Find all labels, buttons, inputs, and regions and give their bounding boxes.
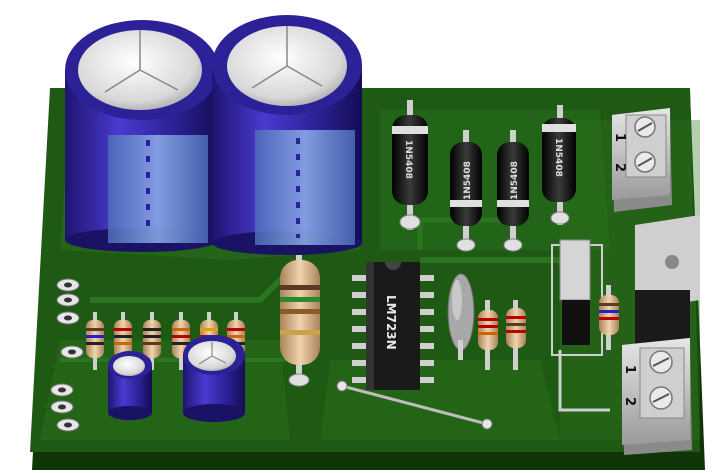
wire-jumper — [336, 380, 493, 430]
electrolytic-capacitor-large-1 — [65, 20, 220, 252]
electrolytic-capacitor-large-2 — [212, 15, 362, 255]
diode-4-label: 1N5408 — [553, 138, 563, 177]
film-capacitor — [447, 273, 475, 360]
diode-4: 1N5408 — [542, 105, 576, 225]
ic-label: LM723N — [384, 295, 398, 350]
dip-ic: LM723N — [352, 262, 434, 390]
diode-3: 1N5408 — [497, 130, 529, 252]
voltage-regulator — [635, 215, 700, 365]
resistor-large — [280, 255, 320, 387]
screw-terminal-top: 1 2 — [612, 108, 672, 212]
resistor-r5 — [114, 312, 132, 370]
resistor-r3 — [599, 285, 619, 350]
screw-terminal-bottom: 1 2 — [622, 338, 692, 455]
ic-pins-right — [418, 275, 434, 383]
power-transistor — [551, 239, 610, 412]
diode-1-label: 1N5408 — [403, 140, 413, 179]
diode-2: 1N5408 — [450, 130, 482, 252]
resistor-r4 — [86, 312, 104, 370]
resistor-r2 — [506, 300, 526, 370]
terminal-bottom-pin1: 1 — [622, 365, 637, 374]
terminal-bottom-pin2: 2 — [622, 397, 637, 406]
electrolytic-capacitor-small-2 — [183, 335, 245, 422]
diode-3-label: 1N5408 — [510, 161, 520, 200]
resistor-r1 — [478, 300, 498, 370]
diode-1: 1N5408 — [392, 100, 428, 230]
electrolytic-capacitor-small-1 — [108, 351, 152, 420]
ic-pins-left — [352, 275, 368, 383]
diode-2-label: 1N5408 — [463, 161, 473, 200]
terminal-top-pin2: 2 — [612, 163, 627, 172]
resistor-r6 — [143, 312, 161, 370]
terminal-top-pin1: 1 — [612, 133, 627, 142]
